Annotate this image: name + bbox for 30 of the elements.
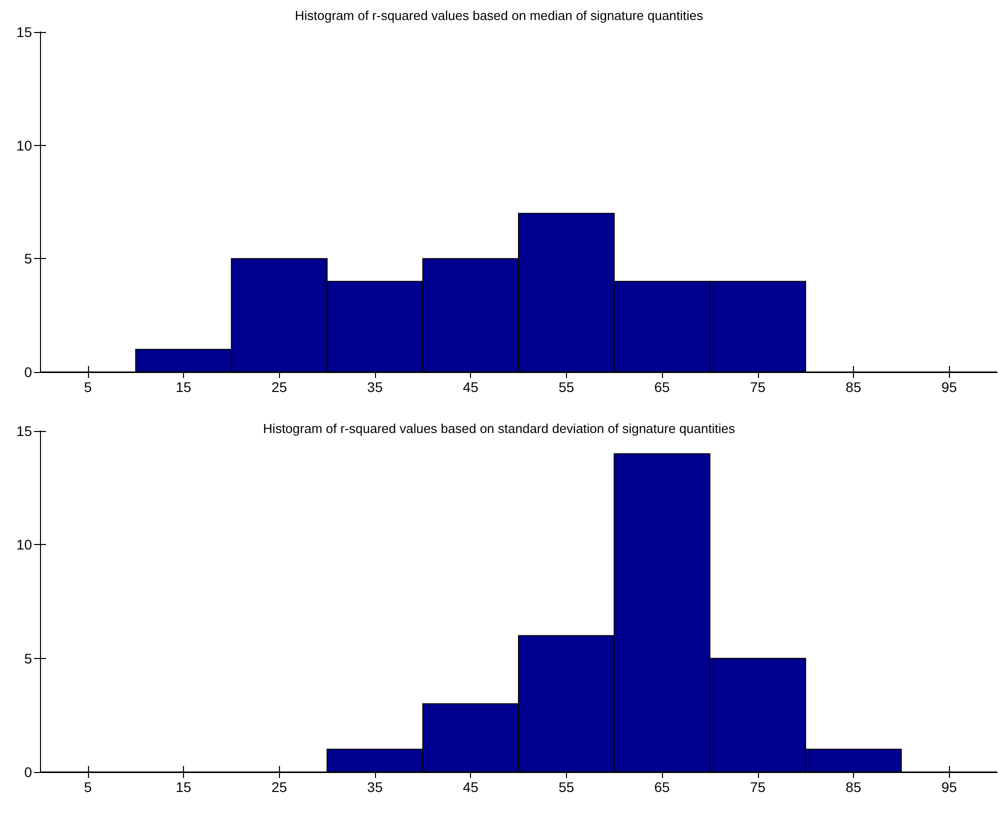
- x-tick-label: 25: [271, 379, 288, 395]
- x-tick-label: 45: [462, 779, 479, 795]
- x-tick-label: 25: [271, 779, 288, 795]
- x-tick-label: 85: [846, 779, 862, 795]
- y-tick-label: 10: [16, 137, 32, 154]
- y-tick-label: 15: [16, 24, 32, 40]
- x-tick-label: 75: [750, 379, 766, 395]
- x-tick-label: 95: [941, 379, 958, 395]
- x-tick-label: 15: [176, 379, 192, 395]
- x-tick-label: 55: [558, 379, 574, 395]
- y-tick-label: 0: [24, 364, 32, 380]
- x-tick-label: 5: [84, 779, 92, 795]
- x-tick-label: 55: [558, 779, 574, 795]
- x-tick-label: 95: [941, 779, 958, 795]
- y-tick-label: 5: [24, 650, 32, 666]
- x-tick-label: 45: [462, 379, 479, 395]
- x-tick-label: 5: [84, 379, 92, 395]
- y-tick-label: 0: [24, 764, 32, 780]
- x-tick-label: 35: [367, 379, 383, 395]
- y-tick-label: 5: [24, 250, 32, 267]
- chart-title: Histogram of r-squared values based on median of signature quantities: [294, 8, 704, 23]
- chart-title: Histogram of r-squared values based on standard deviation of signature quantities: [263, 421, 736, 436]
- x-tick-label: 75: [750, 779, 766, 795]
- x-tick-label: 35: [367, 779, 383, 795]
- x-tick-label: 65: [654, 379, 670, 395]
- y-tick-label: 15: [16, 423, 32, 439]
- x-tick-label: 85: [846, 379, 862, 395]
- x-tick-label: 15: [176, 779, 192, 795]
- x-tick-label: 65: [654, 779, 670, 795]
- y-tick-label: 10: [16, 536, 32, 553]
